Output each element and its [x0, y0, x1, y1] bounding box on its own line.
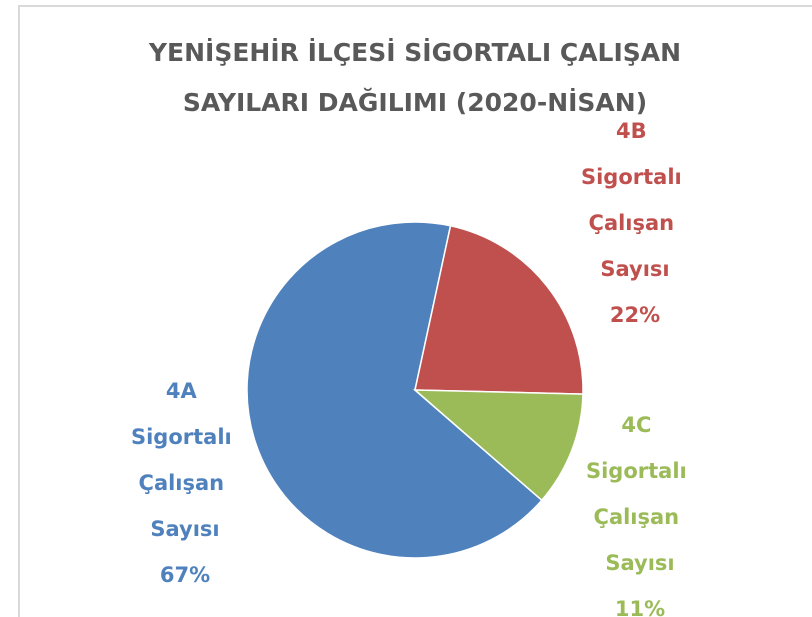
slice-value-label: 67% — [160, 563, 210, 587]
slice-category-label: 4A Sigortalı Çalışan Sayısı — [131, 379, 239, 541]
chart-frame — [18, 5, 812, 617]
pie-slice — [246, 221, 543, 559]
slice-value-label: 22% — [610, 303, 660, 327]
slice-value-label: 11% — [615, 597, 665, 617]
slice-category-label: 4C Sigortalı Çalışan Sayısı — [586, 413, 694, 575]
pie-slice — [412, 389, 584, 502]
pie-slice — [414, 224, 584, 395]
slice-category-label: 4B Sigortalı Çalışan Sayısı — [581, 119, 689, 281]
chart-title: YENİŞEHİR İLÇESİ SİGORTALI ÇALIŞAN SAYIL… — [148, 38, 682, 117]
